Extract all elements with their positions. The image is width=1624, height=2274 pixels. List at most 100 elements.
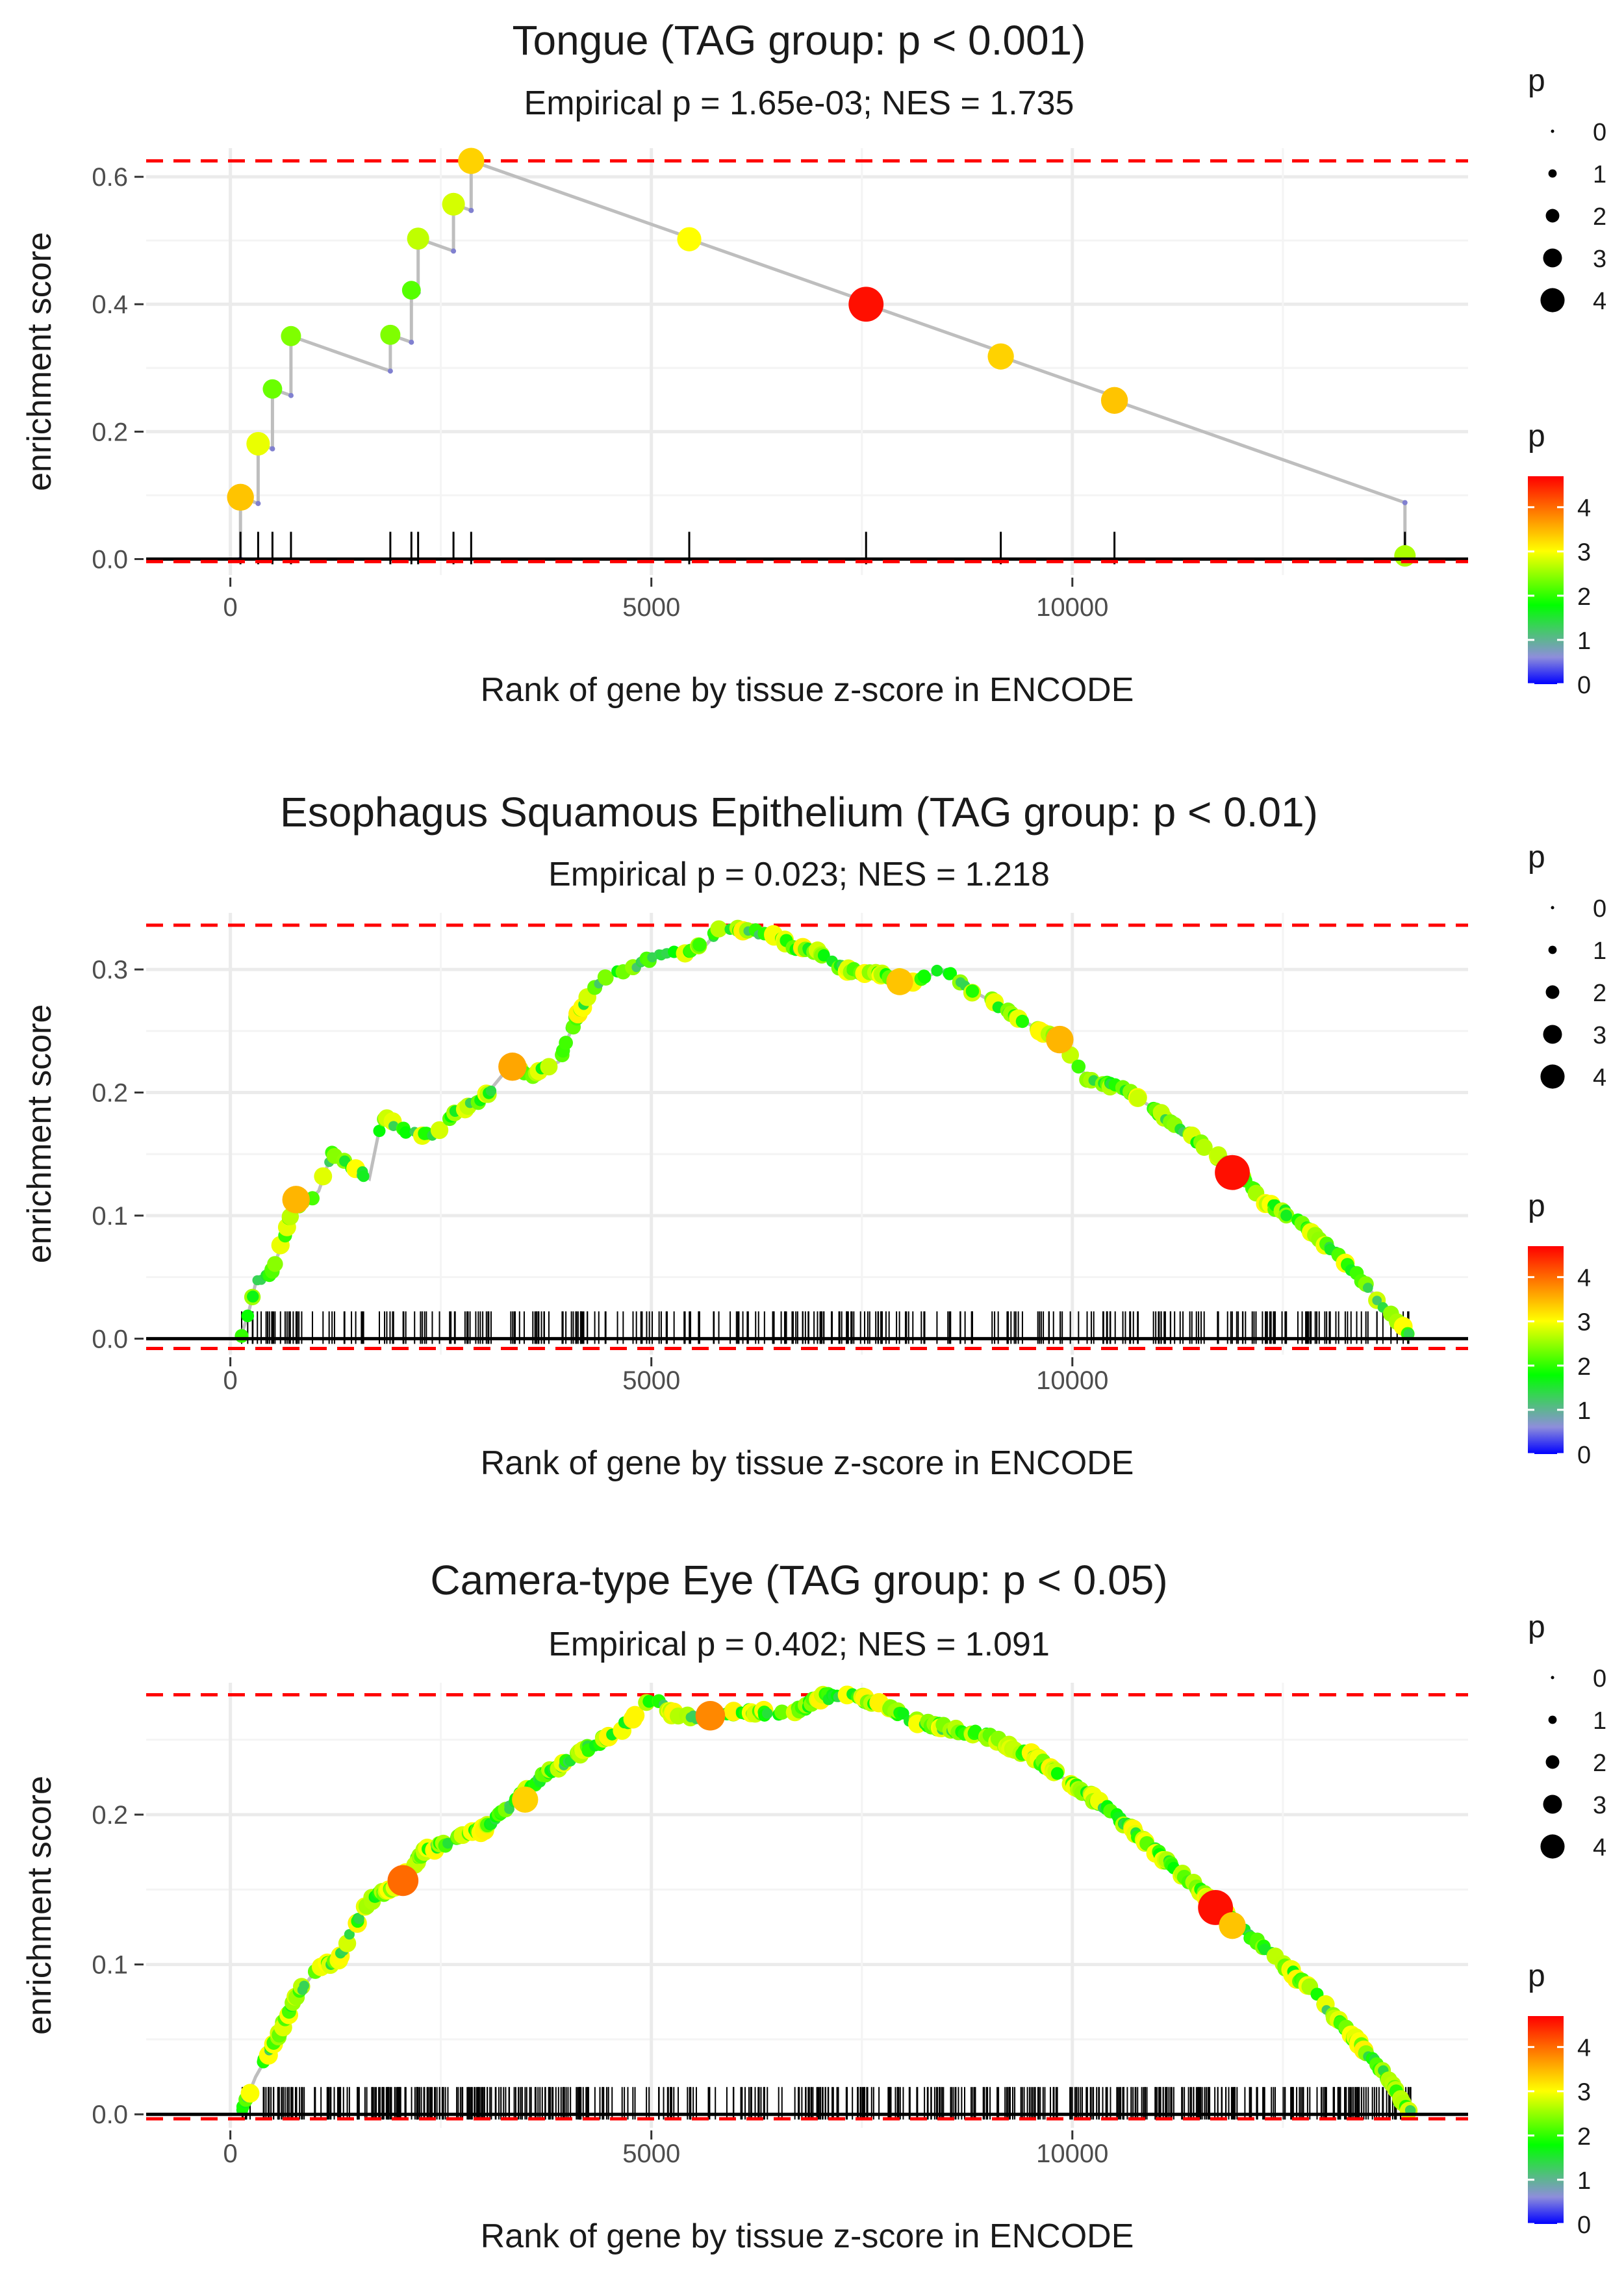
y-tick-label: 0.2 <box>92 1079 128 1108</box>
y-tick-label: 0.0 <box>92 545 128 574</box>
color-legend: p 0 1 2 3 4 <box>1528 1189 1591 1469</box>
chart-title: Tongue (TAG group: p < 0.001) <box>513 17 1086 64</box>
color-legend-label: 0 <box>1577 672 1591 699</box>
y-tick-label: 0.0 <box>92 1325 128 1353</box>
hit-point <box>774 1704 790 1720</box>
color-legend-label: 1 <box>1577 628 1591 655</box>
hit-point <box>281 326 301 346</box>
hit-point <box>987 343 1014 370</box>
color-legend: p 0 1 2 3 4 <box>1528 419 1591 699</box>
gridlines <box>146 1683 1468 2128</box>
x-tick-label: 5000 <box>622 593 680 622</box>
x-tick-label: 0 <box>223 593 237 622</box>
size-legend-title: p <box>1528 840 1545 875</box>
hit-point <box>267 1256 283 1272</box>
size-legend-label: 2 <box>1593 203 1606 231</box>
x-tick-label: 0 <box>223 2140 237 2168</box>
x-tick-label: 10000 <box>1036 2140 1108 2168</box>
hit-point-large <box>498 1053 527 1081</box>
color-legend-label: 3 <box>1577 539 1591 567</box>
y-tick-label: 0.1 <box>92 1951 128 1980</box>
step-point <box>451 248 457 254</box>
size-legend-key <box>1540 1834 1565 1859</box>
hit-point <box>540 1058 558 1076</box>
hit-point <box>442 192 465 216</box>
y-tick-label: 0.4 <box>92 290 128 319</box>
y-tick-label: 0.2 <box>92 1801 128 1830</box>
hit-point <box>407 227 429 250</box>
hit-point <box>380 324 401 345</box>
size-legend-key <box>1551 906 1554 910</box>
running-es-line <box>238 159 1407 559</box>
y-axis-label: enrichment score <box>21 232 58 491</box>
y-tick-label: 0.1 <box>92 1202 128 1231</box>
hit-point <box>642 1694 656 1708</box>
size-legend-key <box>1543 1025 1562 1044</box>
chart-panel-3: Camera-type Eye (TAG group: p < 0.05) Emp… <box>21 1557 1606 2255</box>
hit-point-large <box>1219 1911 1246 1939</box>
series-layer <box>235 919 1415 1344</box>
color-legend-label: 1 <box>1577 1398 1591 1425</box>
color-legend-title: p <box>1528 419 1545 454</box>
size-legend-key <box>1545 985 1560 999</box>
hit-point <box>761 1707 773 1719</box>
hit-point <box>247 1290 259 1303</box>
size-legend-key <box>1545 1755 1560 1769</box>
hit-point <box>1372 1296 1382 1305</box>
step-point <box>468 207 474 213</box>
hit-point <box>458 147 485 174</box>
hit-point <box>388 1121 399 1131</box>
size-legend: p 0 1 2 3 4 <box>1528 64 1606 315</box>
chart-subtitle: Empirical p = 0.402; NES = 1.091 <box>548 1626 1050 1663</box>
hit-point <box>848 287 884 322</box>
hit-point <box>1394 545 1416 567</box>
hit-point <box>710 920 728 938</box>
size-legend-label: 3 <box>1593 1792 1606 1819</box>
size-legend: p 0 1 2 3 4 <box>1528 840 1606 1092</box>
size-legend-key <box>1548 1715 1557 1724</box>
size-legend-label: 3 <box>1593 246 1606 273</box>
y-tick-label: 0.2 <box>92 418 128 446</box>
hit-point <box>598 970 614 986</box>
hit-point <box>235 1329 249 1343</box>
hit-point <box>1280 1209 1293 1221</box>
x-axis-label: Rank of gene by tissue z-score in ENCODE <box>481 1444 1134 1482</box>
color-legend-bar <box>1528 1246 1564 1454</box>
hit-point <box>692 938 707 952</box>
hit-point <box>246 431 270 456</box>
x-tick-label: 10000 <box>1036 593 1108 622</box>
hit-point <box>353 1913 364 1924</box>
step-point <box>387 368 393 374</box>
hit-point-large <box>282 1186 310 1214</box>
hit-point <box>965 984 980 998</box>
hit-point-large <box>1046 1025 1074 1054</box>
hit-point <box>1129 1089 1147 1107</box>
size-legend-title: p <box>1528 64 1545 98</box>
x-tick-label: 0 <box>223 1366 237 1395</box>
size-legend-key <box>1543 248 1562 268</box>
chart-subtitle: Empirical p = 1.65e-03; NES = 1.735 <box>524 84 1074 122</box>
size-legend: p 0 1 2 3 4 <box>1528 1610 1606 1861</box>
hit-point-large <box>886 968 913 995</box>
hit-point <box>1015 1014 1030 1028</box>
hit-point <box>314 1167 333 1186</box>
color-legend-label: 3 <box>1577 1309 1591 1336</box>
color-legend-label: 1 <box>1577 2167 1591 2195</box>
step-point <box>255 500 261 506</box>
step-point <box>270 446 275 452</box>
color-legend-label: 2 <box>1577 2123 1591 2151</box>
hit-point <box>1195 1138 1213 1156</box>
gridlines <box>146 148 1468 575</box>
size-legend-label: 1 <box>1593 938 1606 965</box>
color-legend-label: 4 <box>1577 1265 1591 1292</box>
y-tick-label: 0.6 <box>92 163 128 192</box>
hit-point <box>485 1085 497 1097</box>
hit-point <box>241 1309 255 1323</box>
size-legend-key <box>1551 129 1554 133</box>
hit-point <box>262 379 283 399</box>
hit-point <box>559 1036 573 1050</box>
color-legend-label: 2 <box>1577 583 1591 611</box>
hit-point-large <box>1215 1155 1250 1190</box>
hit-point <box>1362 1283 1373 1293</box>
hit-point <box>373 1125 386 1138</box>
